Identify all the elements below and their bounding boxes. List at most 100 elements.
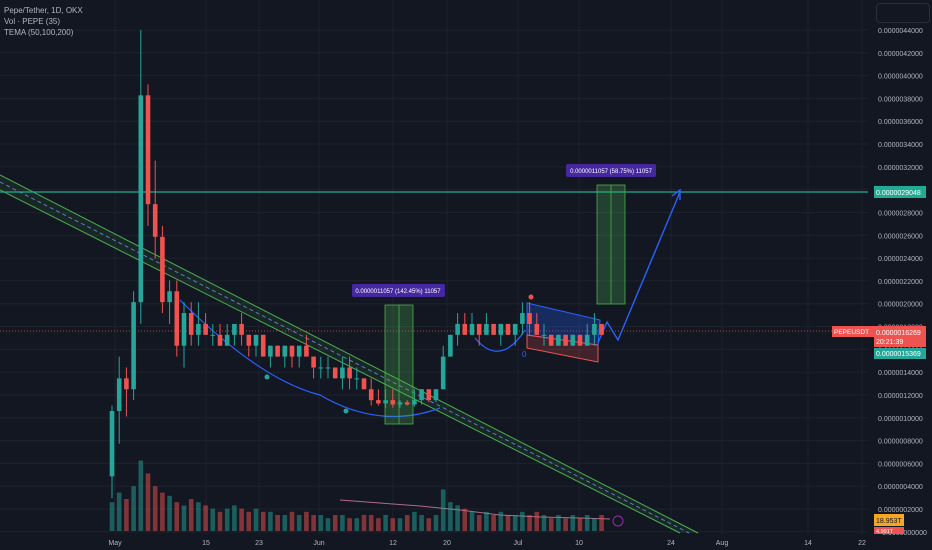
volume-bar: [440, 489, 446, 531]
candle-body[interactable]: [210, 334, 216, 336]
lightning-icon[interactable]: [612, 515, 624, 527]
candle-body[interactable]: [361, 378, 367, 390]
time-axis-panel[interactable]: [0, 534, 868, 550]
candle-body[interactable]: [548, 334, 554, 346]
candle-body[interactable]: [131, 302, 136, 390]
candle-body[interactable]: [383, 400, 388, 404]
price-tick-label: 0.0000008000: [878, 439, 923, 446]
candle-body[interactable]: [224, 334, 230, 346]
candle-body[interactable]: [181, 313, 187, 346]
candle-body[interactable]: [145, 95, 151, 205]
candle-body[interactable]: [239, 323, 244, 335]
candle-body[interactable]: [512, 323, 518, 335]
candle-body[interactable]: [311, 356, 316, 368]
candle-body[interactable]: [138, 95, 144, 303]
candle-body[interactable]: [160, 236, 165, 303]
candle-body[interactable]: [491, 323, 496, 335]
volume-bar: [570, 515, 576, 531]
price-tick-label: 0.0000012000: [878, 393, 923, 400]
volume-bar: [275, 515, 280, 531]
candle-body[interactable]: [332, 367, 338, 379]
candle-body[interactable]: [433, 389, 439, 401]
candle-body[interactable]: [599, 323, 604, 335]
candle-body[interactable]: [109, 411, 115, 477]
candle-body[interactable]: [419, 389, 424, 401]
candle-body[interactable]: [484, 323, 489, 335]
candle-body[interactable]: [390, 400, 396, 405]
candle-body[interactable]: [534, 323, 540, 335]
candle-body[interactable]: [469, 323, 475, 335]
candle-body[interactable]: [592, 323, 597, 335]
candle-body[interactable]: [116, 378, 122, 412]
cup-curve[interactable]: [179, 299, 441, 418]
candle-body[interactable]: [304, 345, 309, 357]
price-axis-panel[interactable]: [868, 0, 932, 550]
candle-body[interactable]: [476, 323, 482, 335]
volume-bar: [246, 511, 252, 531]
candle-body[interactable]: [260, 334, 266, 357]
time-tick-label: 24: [667, 540, 675, 547]
time-axis-ticks: May 15 23 Jun 12 20 Jul 10 24 Aug 14 22: [108, 540, 866, 547]
candle-body[interactable]: [440, 356, 446, 390]
candle-body[interactable]: [462, 323, 468, 335]
volume-bar: [455, 505, 460, 531]
candlesticks[interactable]: [109, 30, 604, 499]
time-tick-label: 10: [575, 540, 583, 547]
descending-channel[interactable]: [0, 174, 699, 534]
candle-body[interactable]: [196, 323, 201, 335]
candle-body[interactable]: [289, 345, 295, 357]
candle-body[interactable]: [354, 378, 360, 380]
candle-body[interactable]: [570, 334, 576, 346]
candle-body[interactable]: [426, 389, 432, 401]
candle-body[interactable]: [253, 334, 259, 346]
legend-tema[interactable]: TEMA (50,100,200): [4, 28, 74, 37]
candle-body[interactable]: [584, 334, 590, 346]
candle-body[interactable]: [203, 323, 208, 335]
volume-bar: [397, 518, 403, 531]
candle-body[interactable]: [527, 313, 532, 324]
volume-bar: [296, 515, 302, 531]
candle-body[interactable]: [275, 345, 280, 357]
channel-upper-line[interactable]: [0, 174, 699, 534]
candle-body[interactable]: [448, 334, 453, 357]
candle-body[interactable]: [282, 345, 288, 357]
candle-body[interactable]: [404, 402, 410, 405]
channel-lower-line[interactable]: [0, 189, 681, 534]
candle-body[interactable]: [188, 313, 194, 335]
candle-body[interactable]: [376, 400, 381, 404]
candle-body[interactable]: [325, 367, 331, 369]
volume-bar: [390, 518, 396, 531]
candle-body[interactable]: [498, 323, 504, 335]
candle-body[interactable]: [152, 204, 158, 237]
candle-body[interactable]: [268, 345, 273, 357]
time-tick-label: 20: [443, 540, 451, 547]
candle-body[interactable]: [520, 313, 525, 324]
candle-body[interactable]: [217, 334, 223, 346]
candle-body[interactable]: [577, 334, 583, 346]
candle-body[interactable]: [340, 367, 345, 379]
volume-bar: [563, 518, 568, 531]
candle-body[interactable]: [397, 402, 403, 405]
top-right-toolbar-box[interactable]: [876, 3, 930, 23]
candle-body[interactable]: [505, 323, 511, 335]
legend-volume[interactable]: Vol · PEPE (35): [4, 17, 61, 26]
candle-body[interactable]: [232, 323, 237, 335]
candle-body[interactable]: [174, 291, 180, 346]
candle-body[interactable]: [167, 291, 172, 303]
candle-body[interactable]: [563, 334, 568, 346]
candle-body[interactable]: [556, 334, 561, 346]
candle-body[interactable]: [541, 334, 547, 336]
candle-body[interactable]: [455, 323, 460, 335]
candle-body[interactable]: [368, 389, 374, 401]
legend-symbol[interactable]: Pepe/Tether, 1D, OKX: [4, 6, 83, 15]
candle-body[interactable]: [347, 367, 352, 379]
volume-bar: [577, 518, 583, 531]
candle-body[interactable]: [318, 367, 324, 369]
volume-bar: [584, 515, 590, 531]
candle-body[interactable]: [246, 334, 252, 346]
candle-body[interactable]: [296, 345, 302, 357]
candle-body[interactable]: [412, 400, 417, 405]
candle-body[interactable]: [124, 378, 129, 390]
